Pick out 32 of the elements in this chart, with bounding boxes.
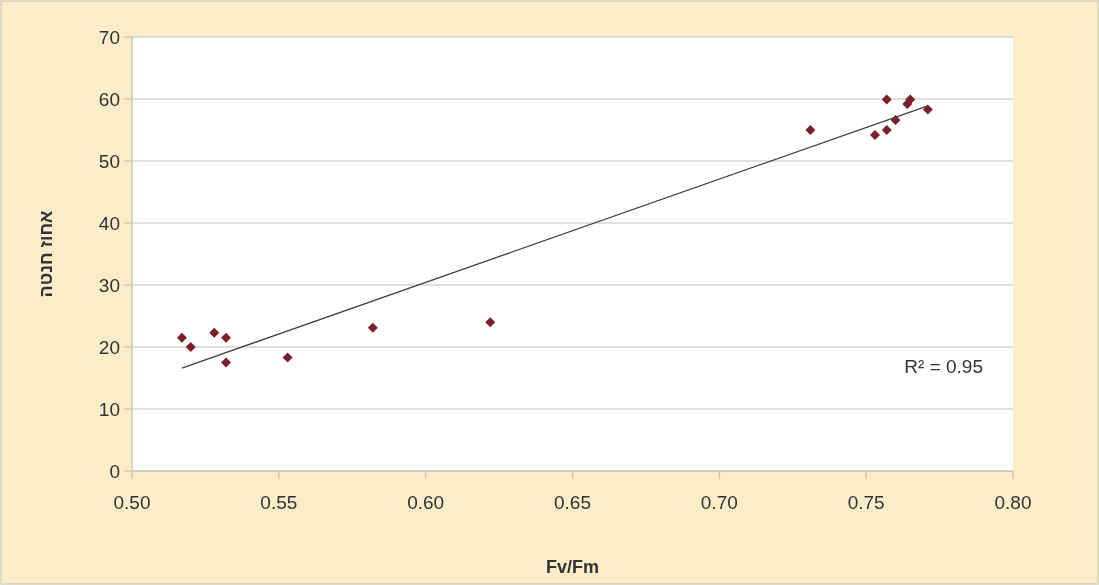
x-tick-label: 0.70 xyxy=(700,492,738,513)
y-tick-label: 40 xyxy=(98,212,120,234)
y-tick-label: 20 xyxy=(98,336,120,358)
x-tick-label: 0.65 xyxy=(554,492,591,513)
point xyxy=(805,125,816,135)
x-tick-label: 0.50 xyxy=(113,492,151,513)
y-tick-label: 10 xyxy=(98,398,120,420)
point xyxy=(220,332,231,343)
x-tick-label: 0.80 xyxy=(994,492,1032,513)
point xyxy=(881,94,892,105)
point xyxy=(869,129,880,140)
x-tick-label: 0.75 xyxy=(847,492,885,513)
point xyxy=(485,317,496,328)
point xyxy=(185,342,196,352)
y-tick-label: 50 xyxy=(98,150,120,172)
y-tick-label: 60 xyxy=(98,88,120,110)
point xyxy=(881,125,892,135)
x-axis-title: Fv/Fm xyxy=(545,557,600,577)
y-tick-label: 30 xyxy=(98,274,120,296)
annotation: R² = 0.95 xyxy=(904,356,983,377)
y-axis-title: אחוז חנטה xyxy=(36,210,56,298)
point xyxy=(922,104,933,115)
x-tick-label: 0.60 xyxy=(407,492,445,513)
point xyxy=(905,94,916,105)
y-tick-label: 0 xyxy=(109,460,120,482)
point xyxy=(220,357,231,368)
point xyxy=(176,332,187,343)
y-tick-label: 70 xyxy=(98,26,120,48)
point xyxy=(209,327,220,338)
x-tick-label: 0.55 xyxy=(260,492,298,513)
point xyxy=(367,322,378,333)
point xyxy=(282,352,293,363)
